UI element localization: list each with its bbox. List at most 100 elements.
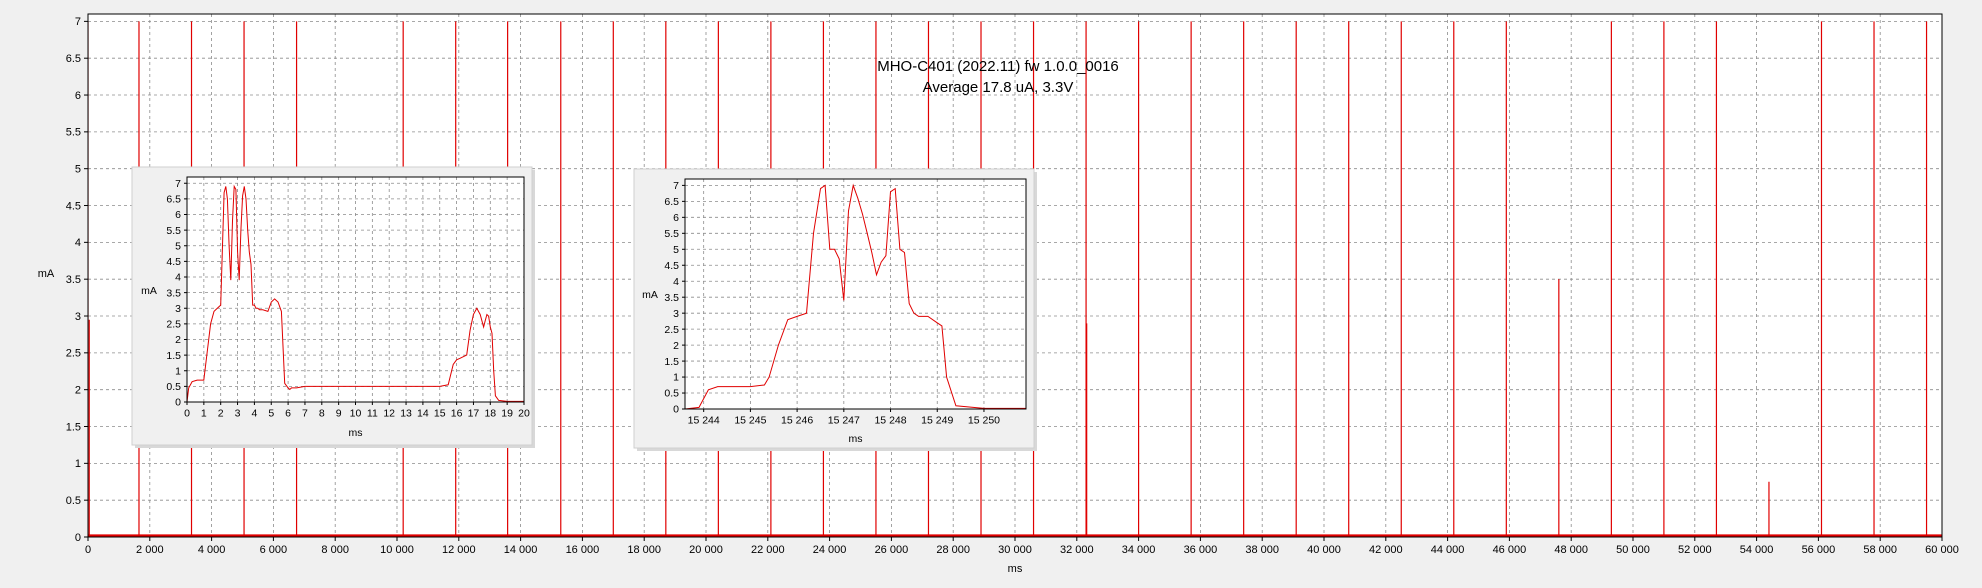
x-tick-label: 38 000: [1245, 544, 1279, 556]
x-tick-label: 10 000: [380, 544, 414, 556]
y-tick-label: 2.5: [664, 324, 679, 336]
y-tick-label: 1.5: [66, 421, 81, 433]
x-tick-label: 60 000: [1925, 544, 1959, 556]
x-tick-label: 16 000: [566, 544, 600, 556]
x-tick-label: 7: [302, 408, 308, 420]
y-tick-label: 4.5: [664, 260, 679, 272]
y-tick-label: 2: [175, 334, 181, 346]
x-tick-label: 32 000: [1060, 544, 1094, 556]
y-tick-label: 6: [673, 212, 679, 224]
y-axis-label: mA: [141, 285, 157, 297]
y-tick-label: 7: [175, 178, 181, 190]
y-tick-label: 4: [673, 276, 679, 288]
y-tick-label: 0: [175, 397, 181, 409]
x-tick-label: 5: [268, 408, 274, 420]
x-tick-label: 8: [319, 408, 325, 420]
x-tick-label: 15: [434, 408, 446, 420]
x-tick-label: 8 000: [321, 544, 349, 556]
x-tick-label: 13: [400, 408, 412, 420]
y-tick-label: 6: [175, 209, 181, 221]
x-tick-label: 18 000: [627, 544, 661, 556]
inset-chart-1: 0 1 2 3 4 5 6 7 8 9 10 11 12 13 14 15 16 17 18 19 2000.511.5…: [131, 166, 535, 448]
y-tick-label: 6.5: [664, 196, 679, 208]
y-tick-label: 5.5: [66, 127, 81, 139]
y-tick-label: 5.5: [664, 228, 679, 240]
x-tick-label: 15 245: [734, 415, 766, 427]
y-tick-label: 2: [75, 385, 81, 397]
x-tick-label: 15 244: [688, 415, 720, 427]
x-tick-label: 54 000: [1740, 544, 1774, 556]
y-tick-label: 1: [673, 372, 679, 384]
x-tick-label: 30 000: [998, 544, 1032, 556]
chart-title: MHO-C401 (2022.11) fw 1.0.0_0016: [877, 58, 1119, 75]
y-tick-label: 3.5: [664, 292, 679, 304]
y-tick-label: 5: [673, 244, 679, 256]
x-tick-label: 52 000: [1678, 544, 1712, 556]
y-tick-label: 0: [673, 404, 679, 416]
x-tick-label: 12: [383, 408, 395, 420]
x-tick-label: 14 000: [504, 544, 538, 556]
x-tick-label: 15 248: [874, 415, 906, 427]
y-tick-label: 3.5: [166, 287, 181, 299]
x-tick-label: 15 249: [921, 415, 953, 427]
x-tick-label: 50 000: [1616, 544, 1650, 556]
x-tick-label: 17: [468, 408, 480, 420]
y-tick-label: 1: [75, 458, 81, 470]
x-tick-label: 58 000: [1863, 544, 1897, 556]
x-tick-label: 11: [367, 408, 378, 420]
y-tick-label: 5.5: [166, 225, 181, 237]
x-tick-label: 34 000: [1122, 544, 1156, 556]
y-tick-label: 0: [75, 532, 81, 544]
x-tick-label: 48 000: [1554, 544, 1588, 556]
y-axis-label: mA: [642, 289, 658, 301]
y-tick-label: 2: [673, 340, 679, 352]
x-tick-label: 4: [251, 408, 257, 420]
x-axis-label: ms: [349, 427, 363, 439]
x-tick-label: 42 000: [1369, 544, 1403, 556]
x-axis-label: ms: [849, 433, 863, 445]
x-tick-label: 1: [201, 408, 207, 420]
y-tick-label: 0.5: [66, 495, 81, 507]
y-tick-label: 0.5: [664, 388, 679, 400]
y-tick-label: 3: [75, 311, 81, 323]
x-tick-label: 6: [285, 408, 291, 420]
x-tick-label: 19: [501, 408, 513, 420]
y-tick-label: 1.5: [166, 350, 181, 362]
x-tick-label: 2 000: [136, 544, 164, 556]
y-tick-label: 7: [673, 180, 679, 192]
chart-subtitle: Average 17.8 uA, 3.3V: [923, 79, 1074, 96]
y-tick-label: 4.5: [66, 200, 81, 212]
plot-area: [187, 177, 524, 402]
x-axis-label: ms: [1008, 563, 1023, 575]
x-tick-label: 12 000: [442, 544, 476, 556]
x-tick-label: 15 246: [781, 415, 813, 427]
y-tick-label: 2.5: [166, 319, 181, 331]
x-tick-label: 3: [235, 408, 241, 420]
x-tick-label: 20 000: [689, 544, 723, 556]
y-tick-label: 6.5: [66, 53, 81, 65]
x-tick-label: 44 000: [1431, 544, 1465, 556]
y-axis-label: mA: [38, 268, 55, 280]
x-tick-label: 26 000: [875, 544, 909, 556]
x-tick-label: 46 000: [1493, 544, 1527, 556]
y-tick-label: 7: [75, 16, 81, 28]
plot-frame: [684, 178, 1027, 410]
x-tick-label: 2: [218, 408, 224, 420]
x-tick-label: 22 000: [751, 544, 785, 556]
x-tick-label: 56 000: [1802, 544, 1836, 556]
x-tick-label: 16: [451, 408, 463, 420]
y-tick-label: 3: [673, 308, 679, 320]
current-line: [685, 183, 1026, 409]
x-tick-label: 10: [350, 408, 362, 420]
x-tick-label: 20: [518, 408, 530, 420]
x-tick-label: 36 000: [1184, 544, 1218, 556]
y-tick-label: 4: [75, 237, 81, 249]
y-tick-label: 1.5: [664, 356, 679, 368]
x-tick-label: 15 250: [968, 415, 1000, 427]
x-tick-label: 4 000: [198, 544, 226, 556]
y-tick-label: 4: [175, 272, 181, 284]
y-tick-label: 4.5: [166, 256, 181, 268]
y-tick-label: 2.5: [66, 348, 81, 360]
x-tick-label: 0: [184, 408, 190, 420]
